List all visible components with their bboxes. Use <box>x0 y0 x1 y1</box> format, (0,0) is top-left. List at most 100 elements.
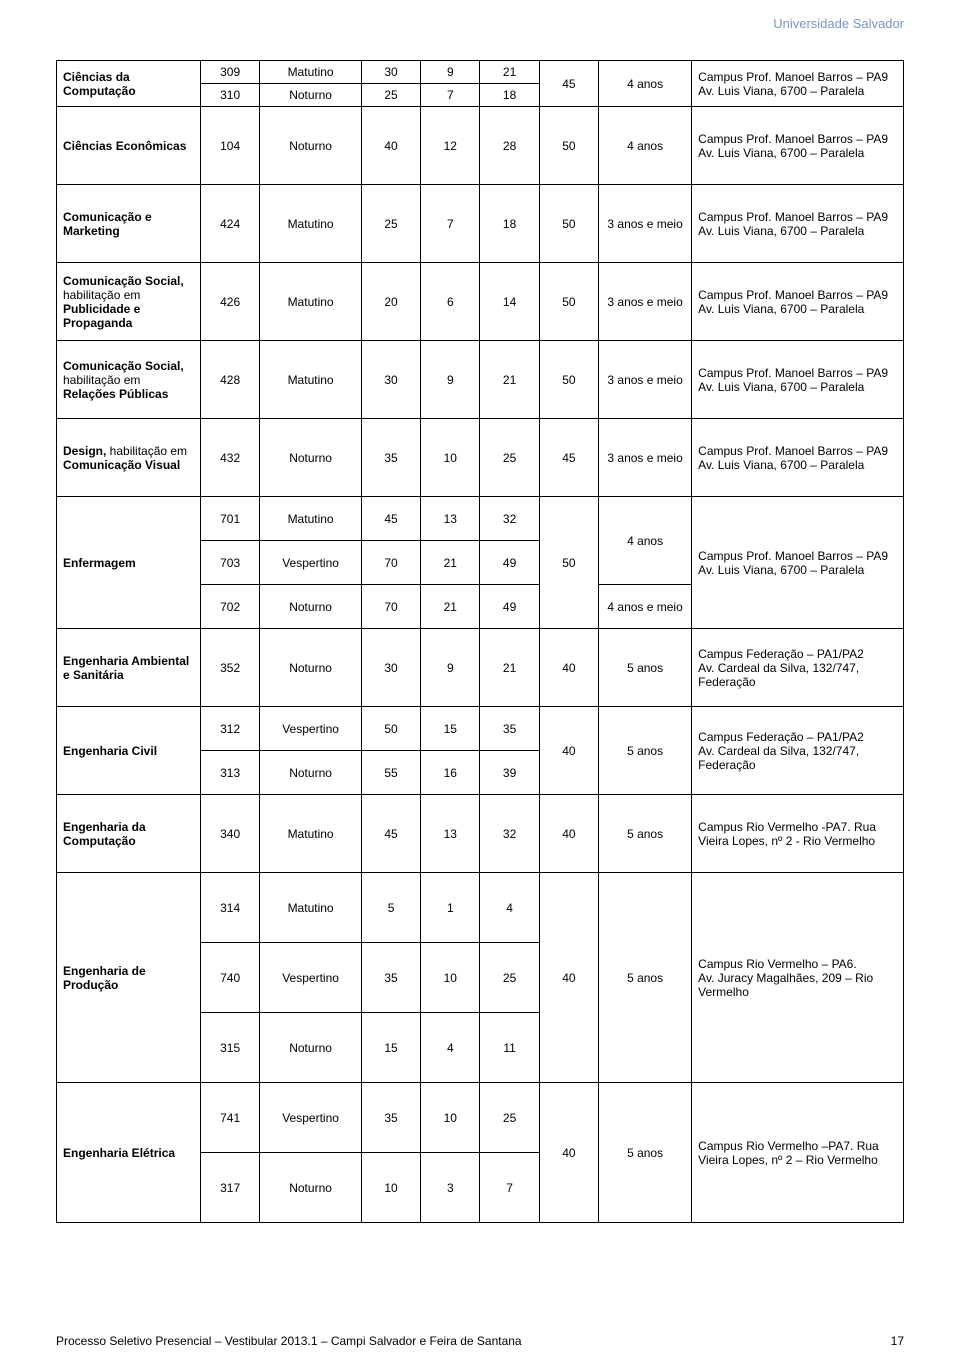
cell-turno: Matutino <box>260 873 362 943</box>
footer-left: Processo Seletivo Presencial – Vestibula… <box>56 1334 522 1348</box>
table-row: Engenharia Civil312Vespertino501535405 a… <box>57 707 904 751</box>
cell-turno: Matutino <box>260 263 362 341</box>
cell-a: 45 <box>361 497 420 541</box>
cell-vagas: 45 <box>539 419 598 497</box>
cell-vagas: 40 <box>539 1083 598 1223</box>
cell-c: 28 <box>480 107 539 185</box>
cell-b: 13 <box>421 497 480 541</box>
cell-vagas: 50 <box>539 263 598 341</box>
cell-duration: 4 anos <box>599 497 692 585</box>
cell-vagas: 50 <box>539 107 598 185</box>
cell-location: Campus Prof. Manoel Barros – PA9 Av. Lui… <box>692 107 904 185</box>
cell-cod: 315 <box>200 1013 259 1083</box>
cell-b: 4 <box>421 1013 480 1083</box>
cell-location: Campus Prof. Manoel Barros – PA9 Av. Lui… <box>692 419 904 497</box>
cell-b: 9 <box>421 341 480 419</box>
course-name: Engenharia Ambiental e Sanitária <box>57 629 201 707</box>
cell-b: 10 <box>421 1083 480 1153</box>
cell-location: Campus Federação – PA1/PA2 Av. Cardeal d… <box>692 629 904 707</box>
cell-turno: Noturno <box>260 585 362 629</box>
cell-turno: Matutino <box>260 185 362 263</box>
cell-cod: 701 <box>200 497 259 541</box>
cell-b: 9 <box>421 629 480 707</box>
cell-c: 4 <box>480 873 539 943</box>
cell-b: 21 <box>421 585 480 629</box>
cell-cod: 104 <box>200 107 259 185</box>
cell-b: 6 <box>421 263 480 341</box>
cell-c: 39 <box>480 751 539 795</box>
cell-a: 10 <box>361 1153 420 1223</box>
table-row: Engenharia da Computação340Matutino45133… <box>57 795 904 873</box>
cell-c: 49 <box>480 541 539 585</box>
courses-table: Ciências da Computação309Matutino3092145… <box>56 60 904 1223</box>
cell-location: Campus Prof. Manoel Barros – PA9 Av. Lui… <box>692 185 904 263</box>
cell-turno: Noturno <box>260 84 362 107</box>
cell-cod: 424 <box>200 185 259 263</box>
cell-cod: 317 <box>200 1153 259 1223</box>
cell-c: 32 <box>480 497 539 541</box>
cell-a: 30 <box>361 341 420 419</box>
cell-c: 18 <box>480 185 539 263</box>
cell-duration: 3 anos e meio <box>599 185 692 263</box>
course-name: Comunicação e Marketing <box>57 185 201 263</box>
cell-location: Campus Prof. Manoel Barros – PA9 Av. Lui… <box>692 497 904 629</box>
cell-cod: 432 <box>200 419 259 497</box>
cell-turno: Vespertino <box>260 1083 362 1153</box>
course-name: Engenharia Civil <box>57 707 201 795</box>
table-row: Comunicação e Marketing424Matutino257185… <box>57 185 904 263</box>
cell-a: 35 <box>361 943 420 1013</box>
cell-b: 10 <box>421 419 480 497</box>
cell-c: 14 <box>480 263 539 341</box>
table-row: Engenharia Elétrica741Vespertino35102540… <box>57 1083 904 1153</box>
cell-c: 11 <box>480 1013 539 1083</box>
cell-turno: Vespertino <box>260 943 362 1013</box>
cell-location: Campus Rio Vermelho –PA7. Rua Vieira Lop… <box>692 1083 904 1223</box>
cell-b: 3 <box>421 1153 480 1223</box>
cell-cod: 741 <box>200 1083 259 1153</box>
cell-c: 18 <box>480 84 539 107</box>
cell-vagas: 40 <box>539 795 598 873</box>
cell-duration: 3 anos e meio <box>599 341 692 419</box>
table-row: Comunicação Social, habilitação em Relaç… <box>57 341 904 419</box>
cell-c: 25 <box>480 943 539 1013</box>
cell-location: Campus Prof. Manoel Barros – PA9 Av. Lui… <box>692 263 904 341</box>
cell-duration: 5 anos <box>599 629 692 707</box>
cell-a: 35 <box>361 1083 420 1153</box>
table-row: Comunicação Social, habilitação em Publi… <box>57 263 904 341</box>
cell-duration: 4 anos e meio <box>599 585 692 629</box>
cell-a: 45 <box>361 795 420 873</box>
cell-a: 30 <box>361 629 420 707</box>
cell-b: 9 <box>421 61 480 84</box>
cell-c: 21 <box>480 629 539 707</box>
table-row: Engenharia Ambiental e Sanitária352Notur… <box>57 629 904 707</box>
cell-location: Campus Rio Vermelho – PA6. Av. Juracy Ma… <box>692 873 904 1083</box>
cell-cod: 428 <box>200 341 259 419</box>
cell-cod: 340 <box>200 795 259 873</box>
cell-cod: 310 <box>200 84 259 107</box>
cell-turno: Noturno <box>260 629 362 707</box>
cell-vagas: 45 <box>539 61 598 107</box>
course-name: Ciências Econômicas <box>57 107 201 185</box>
cell-cod: 702 <box>200 585 259 629</box>
cell-cod: 740 <box>200 943 259 1013</box>
cell-b: 7 <box>421 84 480 107</box>
table-row: Engenharia de Produção314Matutino514405 … <box>57 873 904 943</box>
cell-turno: Matutino <box>260 61 362 84</box>
cell-c: 32 <box>480 795 539 873</box>
cell-b: 7 <box>421 185 480 263</box>
cell-duration: 5 anos <box>599 707 692 795</box>
cell-location: Campus Prof. Manoel Barros – PA9 Av. Lui… <box>692 61 904 107</box>
cell-c: 49 <box>480 585 539 629</box>
cell-turno: Matutino <box>260 341 362 419</box>
cell-turno: Matutino <box>260 795 362 873</box>
cell-location: Campus Prof. Manoel Barros – PA9 Av. Lui… <box>692 341 904 419</box>
cell-a: 70 <box>361 585 420 629</box>
cell-b: 15 <box>421 707 480 751</box>
cell-a: 5 <box>361 873 420 943</box>
cell-vagas: 50 <box>539 341 598 419</box>
cell-b: 13 <box>421 795 480 873</box>
cell-vagas: 50 <box>539 497 598 629</box>
course-name: Ciências da Computação <box>57 61 201 107</box>
cell-turno: Noturno <box>260 1013 362 1083</box>
cell-a: 25 <box>361 185 420 263</box>
